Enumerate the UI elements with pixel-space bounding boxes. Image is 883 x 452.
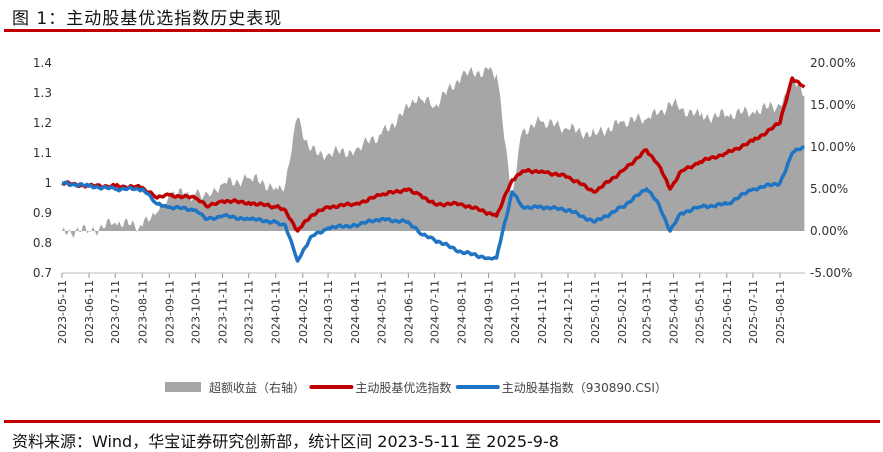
x-axis-tick: 2025-07-11 <box>747 280 760 344</box>
x-axis-tick: 2025-04-11 <box>668 280 681 344</box>
x-axis-tick: 2023-11-11 <box>217 280 230 344</box>
series-line-preferred-index <box>61 76 806 233</box>
x-axis-tick: 2024-11-11 <box>536 280 549 344</box>
x-axis-tick: 2025-03-11 <box>641 280 654 344</box>
x-axis-tick: 2024-08-11 <box>456 280 469 344</box>
legend-swatch-area <box>165 382 201 392</box>
legend-label: 主动股基优选指数 <box>355 380 451 395</box>
bottom-divider <box>4 420 880 423</box>
x-axis-tick: 2024-01-11 <box>270 280 283 344</box>
x-axis-tick: 2024-02-11 <box>297 280 310 344</box>
left-axis-tick: 1 <box>44 176 52 190</box>
x-axis-tick: 2025-02-11 <box>616 280 629 344</box>
x-axis-tick: 2023-07-11 <box>109 280 122 344</box>
x-axis-tick: 2023-05-11 <box>56 280 69 344</box>
legend-label: 主动股基指数（930890.CSI） <box>502 380 667 395</box>
x-axis-tick: 2025-06-11 <box>721 280 734 344</box>
left-axis-tick: 1.4 <box>33 56 52 70</box>
right-axis-tick: -5.00% <box>810 266 852 280</box>
source-note: 资料来源：Wind，华宝证券研究创新部，统计区间 2023-5-11 至 202… <box>12 432 559 451</box>
left-axis-tick: 1.3 <box>33 86 52 100</box>
x-axis-tick: 2025-08-11 <box>774 280 787 344</box>
right-axis-tick: 5.00% <box>810 182 848 196</box>
left-axis-tick: 0.7 <box>33 266 52 280</box>
x-axis-tick: 2023-12-11 <box>243 280 256 344</box>
legend-label: 超额收益（右轴） <box>209 380 305 395</box>
left-axis-tick: 1.2 <box>33 116 52 130</box>
x-axis-tick: 2024-09-11 <box>483 280 496 344</box>
x-axis-tick: 2024-03-11 <box>322 280 335 344</box>
figure-title: 图 1：主动股基优选指数历史表现 <box>12 9 283 29</box>
right-axis-tick: 20.00% <box>810 56 856 70</box>
left-axis-tick: 1.1 <box>33 146 52 160</box>
series-area-excess-return <box>62 66 805 239</box>
left-axis-tick: 0.8 <box>33 236 52 250</box>
x-axis-tick: 2024-06-11 <box>402 280 415 344</box>
x-axis-tick: 2023-10-11 <box>189 280 202 344</box>
left-axis-tick: 0.9 <box>33 206 52 220</box>
x-axis-tick: 2024-04-11 <box>349 280 362 344</box>
x-axis-tick: 2023-06-11 <box>83 280 96 344</box>
x-axis-tick: 2024-12-11 <box>562 280 575 344</box>
right-axis-tick: 10.00% <box>810 140 856 154</box>
series-line-benchmark-index <box>61 145 805 263</box>
x-axis-tick: 2024-07-11 <box>429 280 442 344</box>
x-axis-tick: 2024-10-11 <box>509 280 522 344</box>
x-axis-tick: 2025-01-11 <box>589 280 602 344</box>
x-axis-tick: 2023-09-11 <box>163 280 176 344</box>
top-divider <box>4 29 880 32</box>
chart: 0.7 0.8 0.9 1 1.1 1.2 1.3 1.4 -5.00% 0.00% 5.00% 10… <box>33 56 856 395</box>
x-axis-tick: 2024-05-11 <box>375 280 388 344</box>
right-axis-tick: 15.00% <box>810 98 856 112</box>
x-axis-tick: 2025-05-11 <box>694 280 707 344</box>
right-axis-tick: 0.00% <box>810 224 848 238</box>
x-axis-tick: 2023-08-11 <box>136 280 149 344</box>
